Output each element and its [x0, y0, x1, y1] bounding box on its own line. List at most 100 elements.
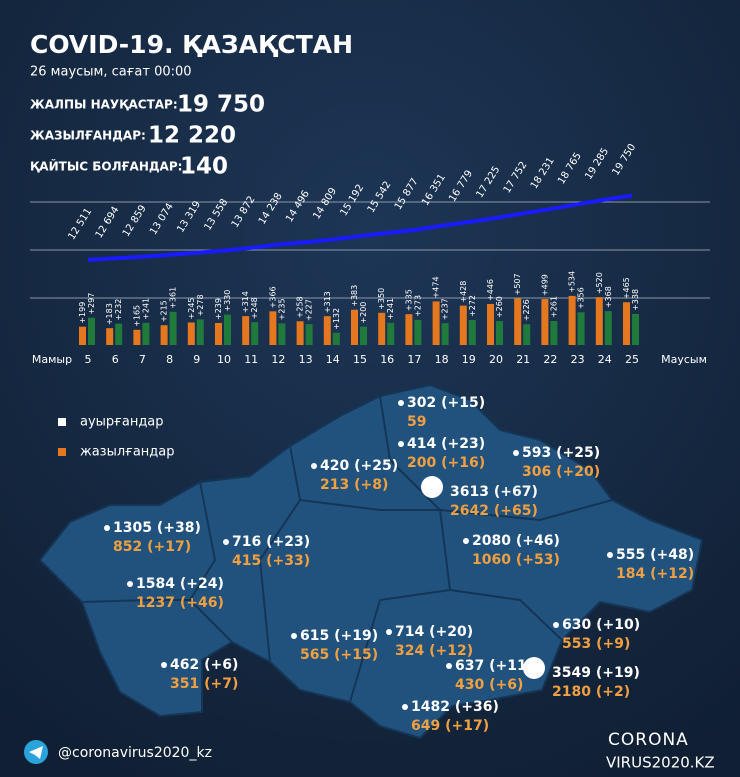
- region-cases: 420 (+25): [320, 458, 398, 474]
- bar-value-label: +350: [377, 288, 386, 310]
- bar-value-label: +335: [404, 289, 413, 311]
- region-cases: 716 (+23): [232, 534, 310, 550]
- x-tick-label: 21: [516, 353, 530, 366]
- bar-value-label: +199: [78, 302, 87, 324]
- border: [258, 445, 302, 663]
- region-cases: 1584 (+24): [136, 576, 224, 592]
- bar: [577, 312, 585, 345]
- bar-value-label: +507: [513, 273, 522, 295]
- x-tick-label: 6: [112, 353, 119, 366]
- x-tick-label: 24: [598, 353, 612, 366]
- region-recovered: 553 (+9): [562, 636, 630, 652]
- bar: [224, 314, 231, 345]
- stat-label: ЖАЗЫЛҒАНДАР:: [30, 129, 146, 143]
- x-tick-label: 12: [271, 353, 285, 366]
- region-marker: [223, 539, 229, 545]
- region-marker: [104, 525, 110, 531]
- bar: [468, 319, 476, 345]
- x-tick-label: 15: [353, 353, 367, 366]
- border: [188, 481, 233, 643]
- bar-value-label: +260: [495, 296, 504, 318]
- bar: [196, 319, 204, 345]
- bar: [142, 322, 150, 345]
- bar-value-label: +272: [468, 295, 477, 317]
- bar: [215, 323, 222, 345]
- bar-value-label: +227: [305, 299, 314, 321]
- x-tick-label: 22: [543, 353, 557, 366]
- bar-value-label: +428: [459, 281, 468, 303]
- bar: [115, 323, 123, 345]
- bar: [568, 295, 576, 345]
- bar: [332, 332, 340, 345]
- telegram-plane: [29, 746, 43, 759]
- cumulative-line: [87, 193, 633, 262]
- x-axis-start-label: Мамыр: [32, 353, 72, 366]
- region-marker: [607, 552, 613, 558]
- region-cases: 1305 (+38): [113, 520, 201, 536]
- region-marker: [311, 463, 317, 469]
- bar-value-label: +338: [631, 289, 640, 311]
- bar-value-label: +165: [132, 305, 141, 327]
- stat-label: ЖАЛПЫ НАУҚАСТАР:: [30, 98, 178, 112]
- region-cases: 2080 (+46): [472, 533, 560, 549]
- bar: [432, 301, 440, 345]
- bar: [323, 316, 331, 345]
- bar: [459, 305, 467, 345]
- footer-handle[interactable]: @coronavirus2020_kz: [58, 745, 212, 761]
- region-recovered: 415 (+33): [232, 553, 310, 569]
- bar: [351, 309, 358, 345]
- bar-value-label: +235: [277, 298, 286, 320]
- bar-value-label: +534: [568, 271, 577, 293]
- bar: [405, 314, 413, 345]
- x-tick-label: 25: [625, 353, 639, 366]
- bar-value-label: +383: [350, 285, 359, 307]
- region-cases: 462 (+6): [170, 657, 238, 673]
- region-cases: 615 (+19): [300, 628, 378, 644]
- x-tick-label: 19: [462, 353, 476, 366]
- region-recovered: 59: [407, 414, 426, 430]
- subtitle: 26 маусым, сағат 00:00: [30, 65, 192, 80]
- bar-value-label: +499: [540, 274, 549, 296]
- region-recovered: 351 (+7): [170, 676, 238, 692]
- bar: [604, 311, 612, 345]
- bar: [242, 316, 250, 345]
- region-recovered: 184 (+12): [616, 566, 694, 582]
- region-cases: 630 (+10): [562, 617, 640, 633]
- bar-value-label: +366: [268, 286, 277, 308]
- x-tick-label: 5: [85, 353, 92, 366]
- region-cases: 414 (+23): [407, 436, 485, 452]
- bar: [496, 321, 503, 345]
- bar-value-label: +520: [595, 272, 604, 294]
- region-cases: 302 (+15): [407, 395, 485, 411]
- bar: [305, 324, 313, 345]
- x-tick-label: 13: [299, 353, 313, 366]
- bar-value-label: +278: [196, 294, 205, 316]
- x-tick-label: 14: [326, 353, 340, 366]
- bar-value-label: +474: [432, 276, 441, 298]
- region-marker: [513, 450, 519, 456]
- logo-text: VIRUS2020.KZ: [606, 754, 715, 772]
- bar: [106, 328, 114, 345]
- bar-value-label: +241: [141, 298, 150, 320]
- bar-value-label: +330: [223, 290, 232, 312]
- region-marker: [446, 663, 452, 669]
- region-cases: 1482 (+36): [411, 699, 499, 715]
- region-marker: [398, 441, 404, 447]
- stat-value: 19 750: [177, 92, 265, 118]
- border: [81, 599, 190, 603]
- region-marker: [398, 400, 404, 406]
- bar: [487, 303, 494, 345]
- region-marker: [421, 476, 443, 498]
- bar: [414, 319, 422, 345]
- bar: [133, 329, 141, 345]
- bar: [160, 325, 168, 345]
- bar: [269, 311, 277, 345]
- x-tick-label: 23: [571, 353, 585, 366]
- bar: [79, 326, 86, 345]
- legend-swatch: [58, 418, 66, 426]
- legend-label: ауырғандар: [80, 415, 164, 430]
- x-axis-end-label: Маусым: [661, 353, 707, 366]
- bar-value-label: +368: [604, 286, 613, 308]
- bar-value-label: +237: [441, 298, 450, 320]
